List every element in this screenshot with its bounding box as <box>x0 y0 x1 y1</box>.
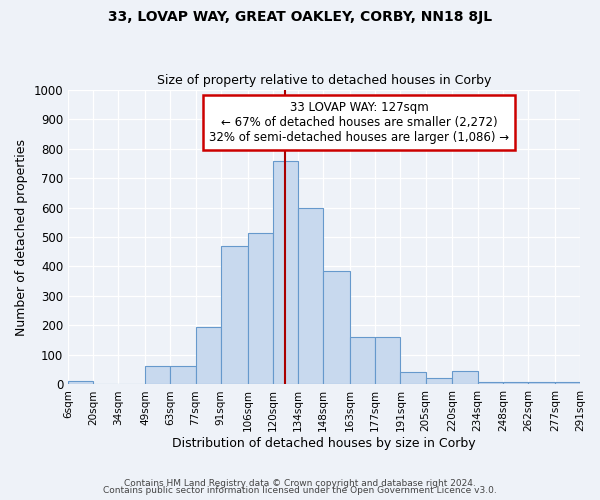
Bar <box>425 378 452 384</box>
Bar <box>68 380 93 384</box>
Bar <box>452 371 478 384</box>
Bar <box>170 366 196 384</box>
Text: 33, LOVAP WAY, GREAT OAKLEY, CORBY, NN18 8JL: 33, LOVAP WAY, GREAT OAKLEY, CORBY, NN18… <box>108 10 492 24</box>
Bar <box>400 372 425 384</box>
Bar <box>323 271 350 384</box>
Bar <box>145 366 170 384</box>
Text: Contains public sector information licensed under the Open Government Licence v3: Contains public sector information licen… <box>103 486 497 495</box>
Bar <box>273 161 298 384</box>
Bar <box>248 232 273 384</box>
Bar <box>503 382 528 384</box>
Bar <box>478 382 503 384</box>
Title: Size of property relative to detached houses in Corby: Size of property relative to detached ho… <box>157 74 491 87</box>
Y-axis label: Number of detached properties: Number of detached properties <box>15 138 28 336</box>
Bar <box>196 327 221 384</box>
Bar <box>298 208 323 384</box>
Bar <box>221 246 248 384</box>
Bar <box>375 338 400 384</box>
Bar <box>555 382 580 384</box>
Bar <box>528 382 555 384</box>
Text: Contains HM Land Registry data © Crown copyright and database right 2024.: Contains HM Land Registry data © Crown c… <box>124 478 476 488</box>
X-axis label: Distribution of detached houses by size in Corby: Distribution of detached houses by size … <box>172 437 476 450</box>
Bar <box>350 338 375 384</box>
Text: 33 LOVAP WAY: 127sqm
← 67% of detached houses are smaller (2,272)
32% of semi-de: 33 LOVAP WAY: 127sqm ← 67% of detached h… <box>209 102 509 144</box>
